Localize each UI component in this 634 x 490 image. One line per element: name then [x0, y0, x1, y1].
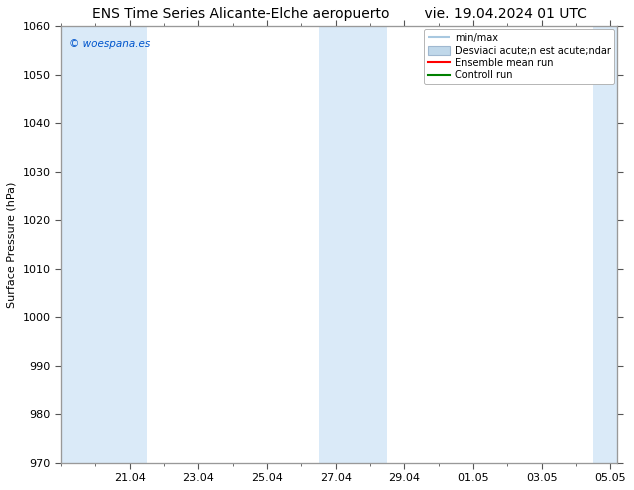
Text: © woespana.es: © woespana.es [69, 39, 151, 49]
Y-axis label: Surface Pressure (hPa): Surface Pressure (hPa) [7, 181, 17, 308]
Bar [61, 26, 147, 463]
Bar [593, 26, 618, 463]
Title: ENS Time Series Alicante-Elche aeropuerto        vie. 19.04.2024 01 UTC: ENS Time Series Alicante-Elche aeropuert… [92, 7, 586, 21]
Bar [318, 26, 387, 463]
Legend: min/max, Desviaci acute;n est acute;ndar, Ensemble mean run, Controll run: min/max, Desviaci acute;n est acute;ndar… [425, 29, 614, 84]
